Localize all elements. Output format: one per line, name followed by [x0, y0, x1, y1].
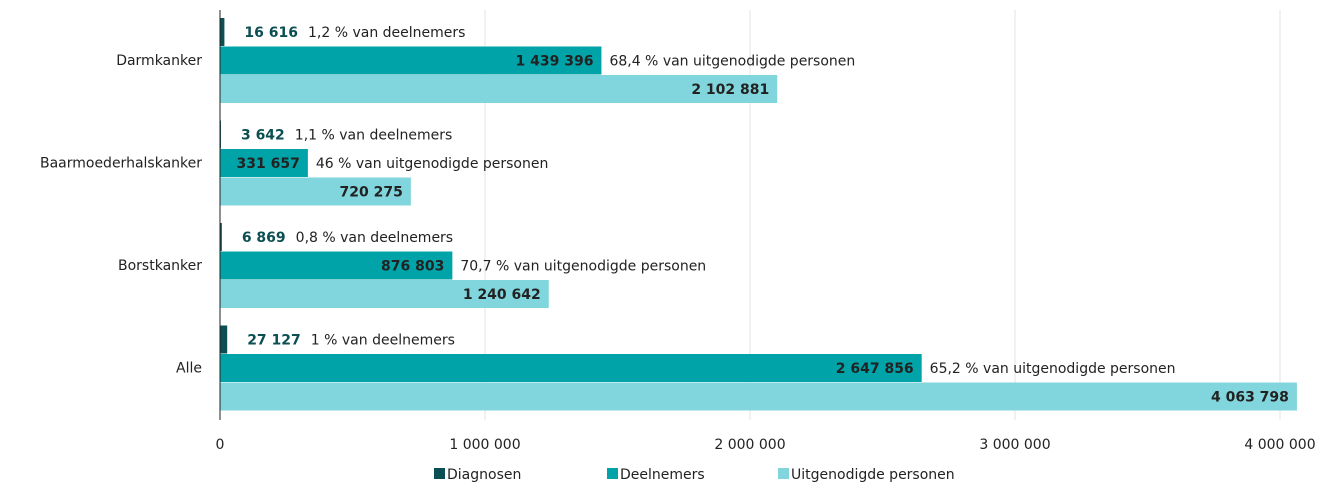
annotation: 1,1 % van deelnemers	[295, 128, 452, 144]
value-label: 331 657	[237, 156, 300, 172]
value-label: 27 127	[247, 333, 301, 349]
bar	[220, 251, 453, 280]
legend-label: Uitgenodigde personen	[791, 467, 955, 483]
bar	[220, 223, 222, 251]
annotation: 0,8 % van deelnemers	[296, 230, 453, 246]
legend-label: Deelnemers	[620, 467, 705, 483]
value-label: 1 439 396	[516, 54, 594, 70]
bar	[220, 46, 602, 75]
x-tick-label: 2 000 000	[714, 437, 785, 453]
annotation: 70,7 % van uitgenodigde personen	[460, 259, 706, 275]
value-label-group: 16 616 1,2 % van deelnemers	[244, 25, 465, 41]
annotation: 65,2 % van uitgenodigde personen	[930, 361, 1176, 377]
legend-label: Diagnosen	[447, 467, 521, 483]
value-label: 876 803	[381, 259, 444, 275]
value-label: 4 063 798	[1211, 390, 1289, 406]
annotation: 1 % van deelnemers	[311, 333, 455, 349]
bar	[220, 75, 778, 103]
bar	[220, 149, 308, 177]
y-tick-label: Baarmoederhalskanker	[40, 156, 202, 172]
value-label: 3 642	[241, 128, 285, 144]
value-label-group: 3 642 1,1 % van deelnemers	[241, 128, 452, 144]
bar	[220, 280, 549, 308]
bar	[220, 177, 411, 206]
value-label: 2 102 881	[691, 82, 769, 98]
x-tick-label: 0	[216, 437, 225, 453]
legend-swatch	[778, 468, 789, 479]
value-label-group: 6 869 0,8 % van deelnemers	[242, 230, 453, 246]
bar	[220, 354, 922, 382]
annotation: 68,4 % van uitgenodigde personen	[609, 54, 855, 70]
annotation: 46 % van uitgenodigde personen	[316, 156, 548, 172]
legend-swatch	[434, 468, 445, 479]
y-tick-label: Alle	[176, 361, 202, 377]
value-label: 6 869	[242, 230, 286, 246]
x-tick-label: 3 000 000	[979, 437, 1050, 453]
y-tick-label: Darmkanker	[116, 53, 202, 69]
x-tick-label: 1 000 000	[449, 437, 520, 453]
value-label: 720 275	[340, 185, 403, 201]
x-tick-label: 4 000 000	[1244, 437, 1315, 453]
value-label: 16 616	[244, 25, 298, 41]
y-tick-label: Borstkanker	[118, 258, 202, 274]
value-label: 2 647 856	[836, 361, 914, 377]
bar	[220, 18, 225, 46]
bar	[220, 382, 1297, 411]
value-label-group: 27 127 1 % van deelnemers	[247, 333, 455, 349]
legend-swatch	[607, 468, 618, 479]
value-label: 1 240 642	[463, 287, 541, 303]
bar	[220, 325, 228, 354]
annotation: 1,2 % van deelnemers	[308, 25, 465, 41]
